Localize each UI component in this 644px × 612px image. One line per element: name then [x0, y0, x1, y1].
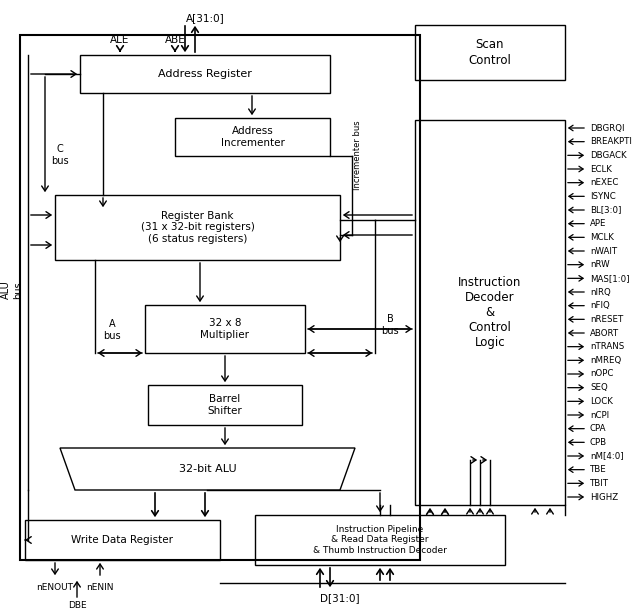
Text: nWAIT: nWAIT — [590, 247, 617, 255]
Text: ALU
bus: ALU bus — [1, 281, 23, 299]
Bar — [148, 385, 302, 425]
Text: nM[4:0]: nM[4:0] — [590, 452, 623, 460]
Text: BREAKPTI: BREAKPTI — [590, 137, 632, 146]
Text: nMREQ: nMREQ — [590, 356, 621, 365]
Bar — [145, 305, 305, 353]
Bar — [55, 195, 340, 260]
Text: nFIQ: nFIQ — [590, 301, 610, 310]
Text: nENOUT: nENOUT — [37, 583, 73, 592]
Bar — [20, 35, 420, 560]
Text: TBIT: TBIT — [590, 479, 609, 488]
Text: ABE: ABE — [165, 35, 185, 45]
Text: DBGACK: DBGACK — [590, 151, 627, 160]
Text: nEXEC: nEXEC — [590, 178, 618, 187]
Text: nTRANS: nTRANS — [590, 342, 624, 351]
Text: Scan
Control: Scan Control — [469, 39, 511, 67]
Bar — [175, 118, 330, 156]
Text: 32 x 8
Multiplier: 32 x 8 Multiplier — [200, 318, 249, 340]
Text: ABORT: ABORT — [590, 329, 619, 337]
Text: BL[3:0]: BL[3:0] — [590, 206, 621, 214]
Text: CPA: CPA — [590, 424, 607, 433]
Text: Instruction
Decoder
&
Control
Logic: Instruction Decoder & Control Logic — [459, 276, 522, 349]
Text: nIRQ: nIRQ — [590, 288, 611, 296]
Text: D[31:0]: D[31:0] — [320, 593, 360, 603]
Text: A
bus: A bus — [103, 319, 121, 341]
Text: MAS[1:0]: MAS[1:0] — [590, 274, 629, 283]
Text: Write Data Register: Write Data Register — [71, 535, 173, 545]
Text: nOPC: nOPC — [590, 370, 613, 378]
Text: nENIN: nENIN — [86, 583, 114, 592]
Text: DBE: DBE — [68, 602, 86, 611]
Text: 32-bit ALU: 32-bit ALU — [178, 464, 236, 474]
Text: SEQ: SEQ — [590, 383, 608, 392]
Text: ISYNC: ISYNC — [590, 192, 616, 201]
Text: B
bus: B bus — [381, 314, 399, 336]
Text: CPB: CPB — [590, 438, 607, 447]
Text: MCLK: MCLK — [590, 233, 614, 242]
Text: Instruction Pipeline
& Read Data Register
& Thumb Instruction Decoder: Instruction Pipeline & Read Data Registe… — [313, 525, 447, 555]
Bar — [25, 520, 220, 560]
Text: A[31:0]: A[31:0] — [185, 13, 224, 23]
Text: Address
Incrementer: Address Incrementer — [220, 126, 285, 148]
Bar — [255, 515, 505, 565]
Text: Register Bank
(31 x 32-bit registers)
(6 status registers): Register Bank (31 x 32-bit registers) (6… — [140, 211, 254, 244]
Bar — [415, 120, 565, 505]
Text: Barrel
Shifter: Barrel Shifter — [207, 394, 242, 416]
Text: HIGHZ: HIGHZ — [590, 493, 618, 501]
Text: TBE: TBE — [590, 465, 607, 474]
Text: ECLK: ECLK — [590, 165, 612, 173]
Text: nRESET: nRESET — [590, 315, 623, 324]
Text: ALE: ALE — [110, 35, 129, 45]
Text: LOCK: LOCK — [590, 397, 613, 406]
Text: Address Register: Address Register — [158, 69, 252, 79]
Text: nCPI: nCPI — [590, 411, 609, 419]
Polygon shape — [60, 448, 355, 490]
Text: APE: APE — [590, 219, 607, 228]
Bar — [80, 55, 330, 93]
Text: Incrementer bus: Incrementer bus — [354, 120, 363, 190]
Text: DBGRQI: DBGRQI — [590, 124, 625, 133]
Text: nRW: nRW — [590, 260, 610, 269]
Bar — [415, 25, 565, 80]
Text: C
bus: C bus — [51, 144, 69, 166]
